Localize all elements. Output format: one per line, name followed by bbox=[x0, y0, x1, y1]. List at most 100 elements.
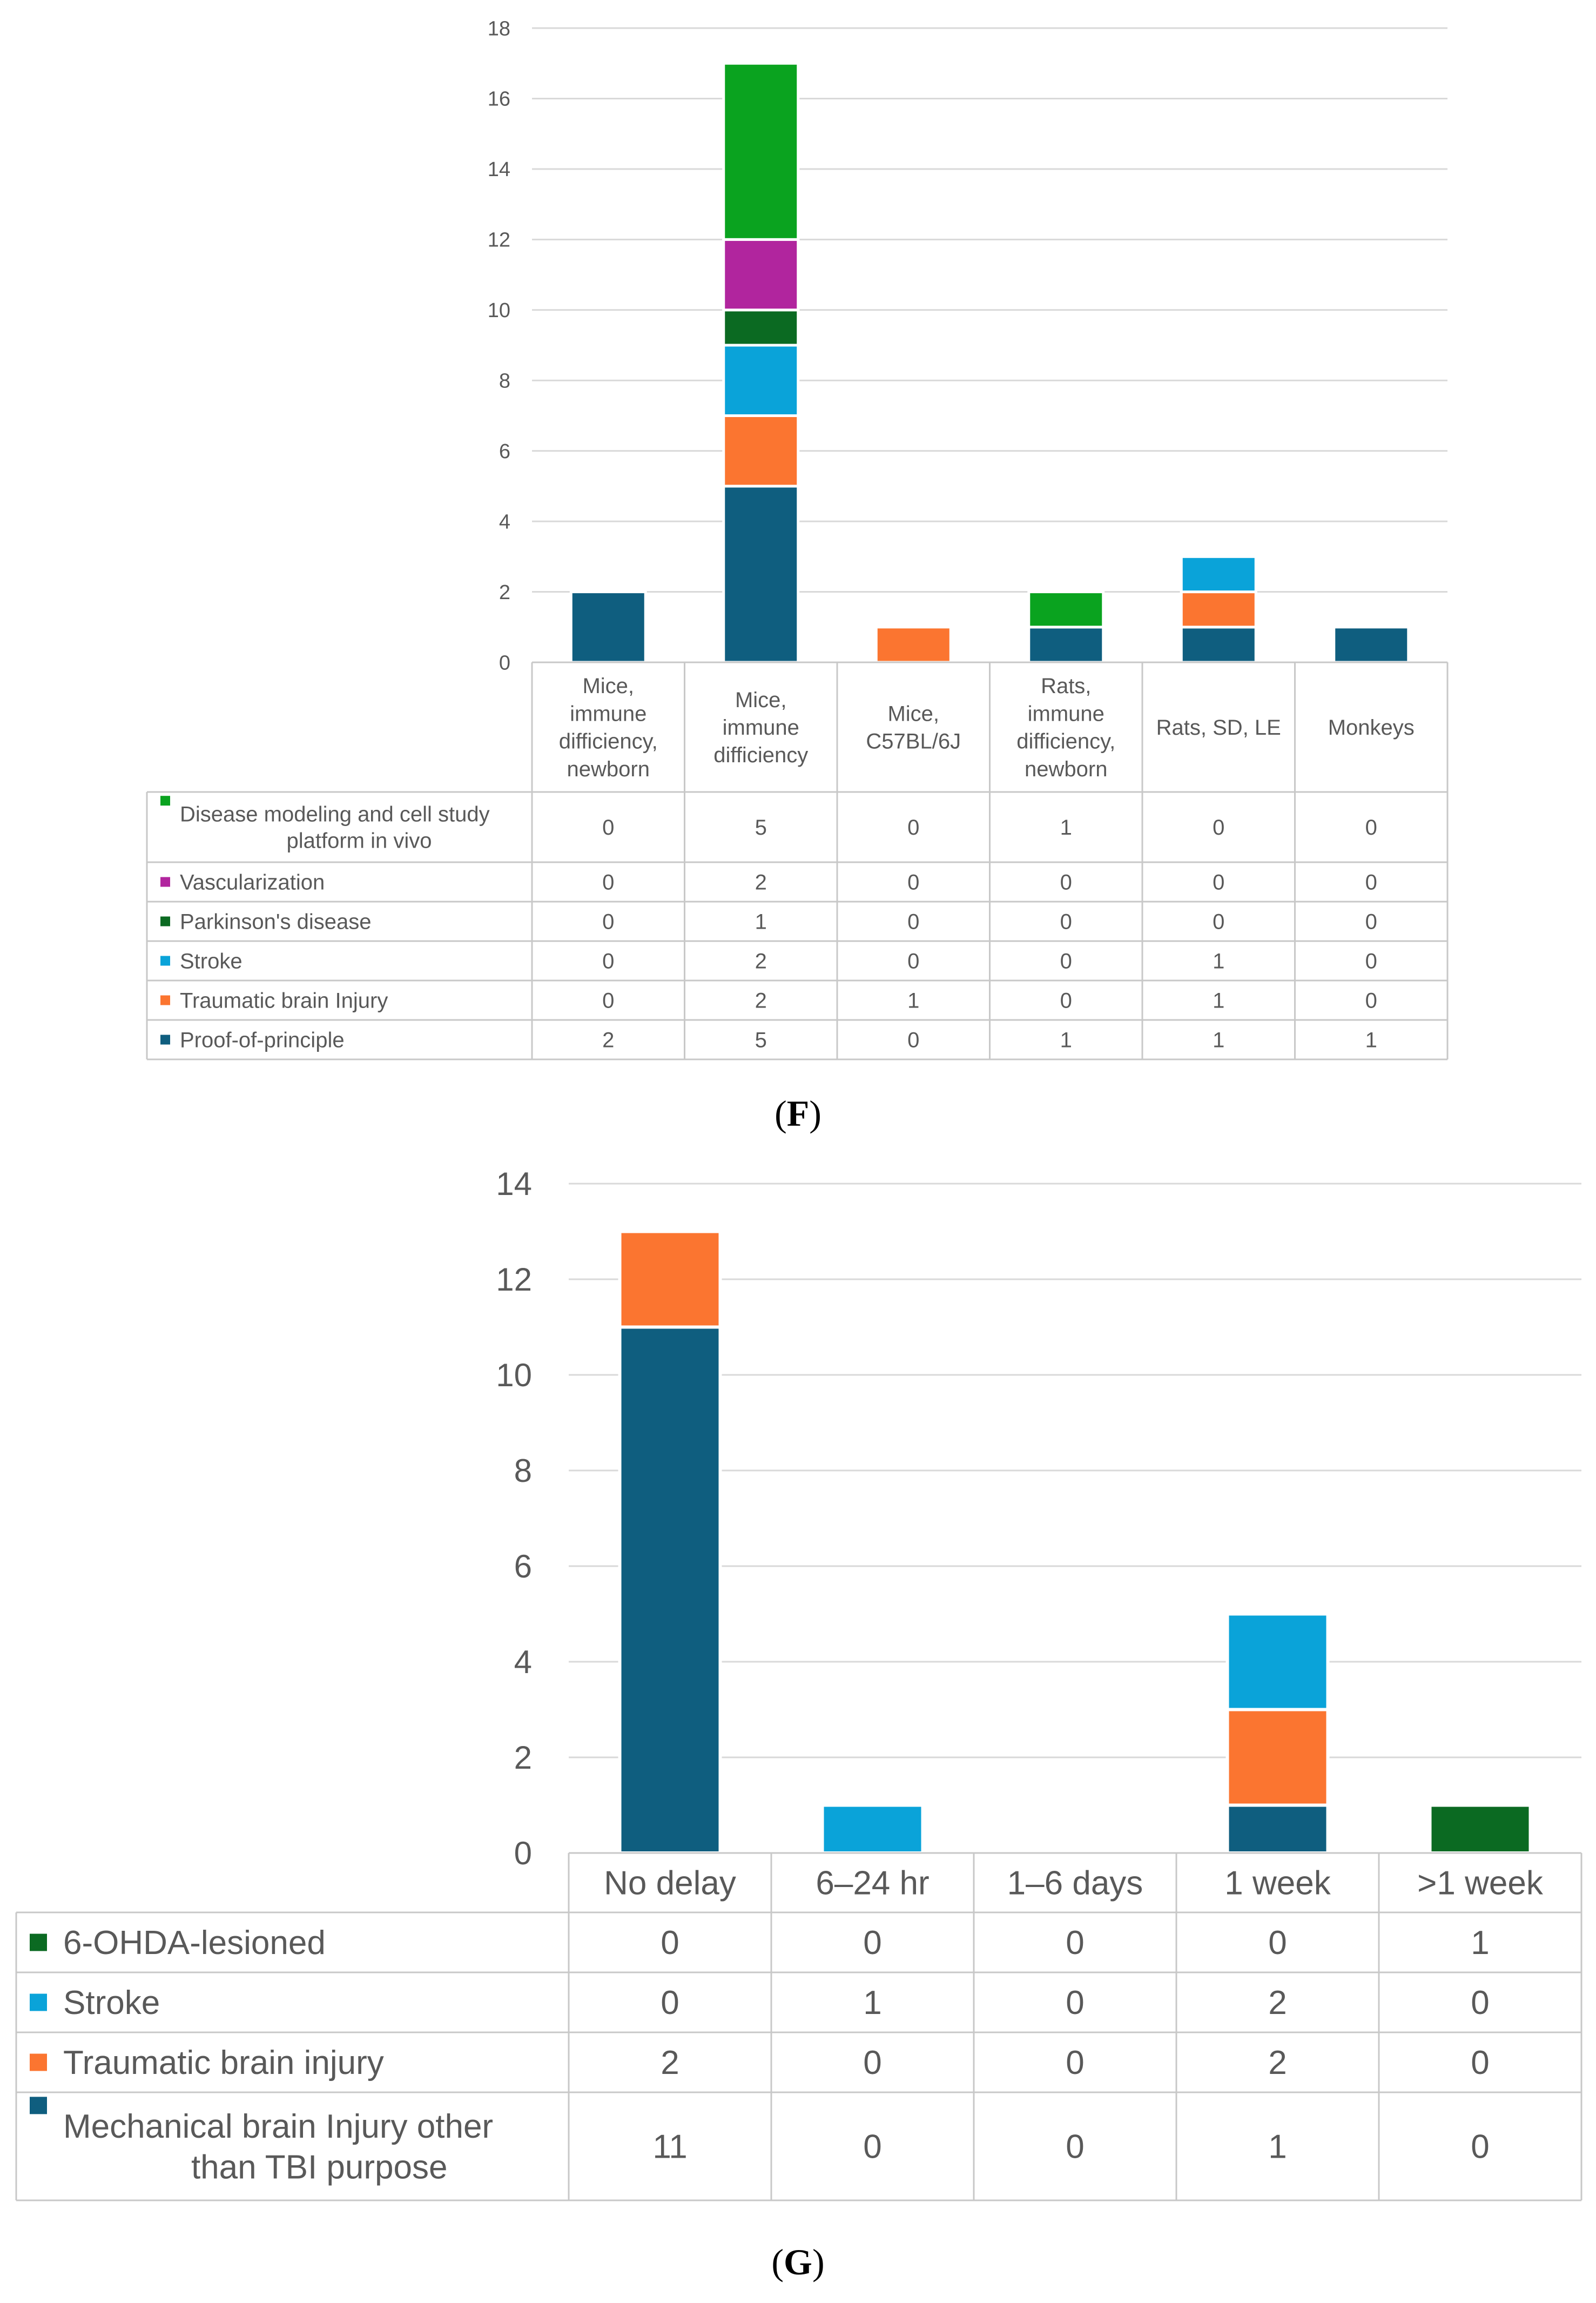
y-tick-label: 0 bbox=[514, 1835, 532, 1871]
category-label: No delay bbox=[604, 1865, 736, 1902]
table-value: 2 bbox=[1268, 1984, 1287, 2022]
table-value: 0 bbox=[1060, 871, 1072, 895]
table-value: 1 bbox=[755, 910, 767, 934]
category-label: difficiency, bbox=[1016, 730, 1115, 754]
bar-segment bbox=[1180, 555, 1257, 594]
y-tick-label: 8 bbox=[514, 1453, 532, 1489]
series-label: Vascularization bbox=[180, 871, 325, 895]
table-value: 2 bbox=[755, 950, 767, 973]
category-label: >1 week bbox=[1417, 1865, 1544, 1902]
table-value: 1 bbox=[1060, 1029, 1072, 1052]
table-value: 0 bbox=[1213, 816, 1224, 840]
bar-segment bbox=[1332, 626, 1410, 664]
y-tick-label: 18 bbox=[488, 17, 510, 40]
bar-segment bbox=[722, 62, 800, 241]
legend-key bbox=[160, 916, 170, 926]
y-tick-label: 14 bbox=[488, 158, 510, 181]
category-label: newborn bbox=[1025, 757, 1107, 781]
table-value: 1 bbox=[1213, 989, 1224, 1013]
table-value: 0 bbox=[602, 816, 614, 840]
category-label: newborn bbox=[567, 757, 650, 781]
table-value: 1 bbox=[1365, 1029, 1377, 1052]
table-value: 0 bbox=[1471, 2129, 1489, 2166]
y-tick-label: 6 bbox=[499, 440, 510, 463]
table-value: 2 bbox=[602, 1029, 614, 1052]
legend-key bbox=[160, 1035, 170, 1045]
table-value: 0 bbox=[1365, 989, 1377, 1013]
table-value: 2 bbox=[661, 2044, 679, 2082]
category-label: Rats, SD, LE bbox=[1156, 716, 1281, 740]
table-value: 1 bbox=[1471, 1924, 1489, 1962]
legend-key bbox=[30, 1993, 47, 2011]
bar-segment bbox=[1180, 590, 1257, 629]
table-value: 1 bbox=[863, 1984, 881, 2022]
chart-f: 024681012141618Mice,immunedifficiency,ne… bbox=[146, 17, 1449, 1060]
category-label: Mice, bbox=[582, 674, 634, 698]
category-label: 1 week bbox=[1224, 1865, 1331, 1902]
table-value: 0 bbox=[1066, 2129, 1084, 2166]
category-label: Mice, bbox=[887, 702, 939, 726]
y-tick-label: 8 bbox=[499, 370, 510, 393]
category-label: 1–6 days bbox=[1007, 1865, 1143, 1902]
legend-key bbox=[30, 1933, 47, 1951]
table-value: 0 bbox=[907, 950, 919, 973]
table-value: 0 bbox=[1365, 910, 1377, 934]
y-tick-label: 2 bbox=[499, 581, 510, 604]
category-label: immune bbox=[570, 702, 647, 726]
category-label: difficiency bbox=[713, 743, 808, 767]
table-value: 0 bbox=[602, 989, 614, 1013]
bar-segment bbox=[1225, 1612, 1330, 1711]
y-tick-label: 12 bbox=[496, 1261, 532, 1298]
bar-segment bbox=[569, 590, 647, 664]
table-value: 2 bbox=[755, 871, 767, 895]
y-tick-label: 16 bbox=[488, 88, 510, 111]
category-label: immune bbox=[723, 716, 799, 740]
table-value: 2 bbox=[755, 989, 767, 1013]
table-value: 0 bbox=[1066, 1984, 1084, 2022]
table-value: 0 bbox=[1471, 2044, 1489, 2082]
category-label: 6–24 hr bbox=[816, 1865, 929, 1902]
table-value: 0 bbox=[1268, 1924, 1287, 1962]
table-value: 0 bbox=[1365, 816, 1377, 840]
table-value: 1 bbox=[1268, 2129, 1287, 2166]
table-value: 5 bbox=[755, 816, 767, 840]
table-value: 0 bbox=[1213, 910, 1224, 934]
bar-segment bbox=[618, 1230, 722, 1329]
table-value: 0 bbox=[1365, 871, 1377, 895]
legend-key bbox=[30, 2097, 47, 2114]
legend-key bbox=[160, 796, 170, 806]
legend-key bbox=[160, 956, 170, 966]
series-label: Traumatic brain Injury bbox=[180, 989, 388, 1013]
y-tick-label: 14 bbox=[496, 1166, 532, 1202]
table-value: 0 bbox=[1060, 910, 1072, 934]
y-tick-label: 12 bbox=[488, 229, 510, 252]
table-value: 2 bbox=[1268, 2044, 1287, 2082]
table-value: 0 bbox=[907, 816, 919, 840]
legend-key bbox=[160, 877, 170, 887]
table-value: 0 bbox=[863, 2129, 881, 2166]
table-value: 0 bbox=[602, 910, 614, 934]
y-tick-label: 6 bbox=[514, 1548, 532, 1584]
table-value: 0 bbox=[1060, 989, 1072, 1013]
table-value: 0 bbox=[1066, 2044, 1084, 2082]
y-tick-label: 2 bbox=[514, 1740, 532, 1776]
table-value: 0 bbox=[1066, 1924, 1084, 1962]
legend-key bbox=[30, 2053, 47, 2071]
table-value: 0 bbox=[1365, 950, 1377, 973]
category-label: Monkeys bbox=[1328, 716, 1415, 740]
table-value: 1 bbox=[1213, 950, 1224, 973]
category-label: Mice, bbox=[735, 688, 787, 712]
table-value: 0 bbox=[907, 910, 919, 934]
table-value: 5 bbox=[755, 1029, 767, 1052]
series-label: Stroke bbox=[180, 950, 243, 973]
table-value: 0 bbox=[863, 1924, 881, 1962]
table-value: 11 bbox=[652, 2129, 687, 2166]
series-label: Proof-of-principle bbox=[180, 1029, 345, 1052]
table-value: 0 bbox=[661, 1924, 679, 1962]
table-value: 1 bbox=[1060, 816, 1072, 840]
table-value: 1 bbox=[907, 989, 919, 1013]
table-value: 1 bbox=[1213, 1029, 1224, 1052]
series-label: than TBI purpose bbox=[191, 2149, 448, 2186]
y-tick-label: 0 bbox=[499, 652, 510, 674]
